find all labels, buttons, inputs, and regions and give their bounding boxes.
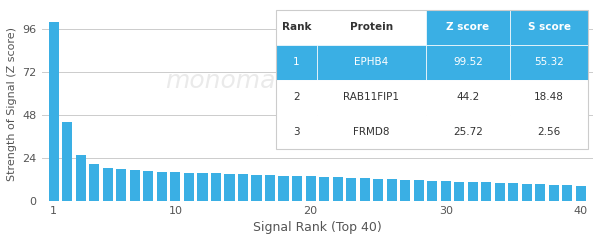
Text: 99.52: 99.52 xyxy=(453,57,483,67)
FancyBboxPatch shape xyxy=(276,10,317,45)
FancyBboxPatch shape xyxy=(426,45,510,80)
Bar xyxy=(170,172,181,201)
Bar xyxy=(157,172,167,201)
Bar xyxy=(62,122,73,201)
Bar xyxy=(251,175,262,201)
Text: 25.72: 25.72 xyxy=(453,127,483,137)
FancyBboxPatch shape xyxy=(426,10,510,45)
FancyBboxPatch shape xyxy=(276,80,317,114)
Bar xyxy=(116,169,127,201)
FancyBboxPatch shape xyxy=(510,114,588,149)
Bar xyxy=(508,183,518,201)
FancyBboxPatch shape xyxy=(317,114,426,149)
FancyBboxPatch shape xyxy=(317,10,426,45)
Bar xyxy=(440,181,451,201)
Text: 2: 2 xyxy=(293,92,299,102)
Text: FRMD8: FRMD8 xyxy=(353,127,389,137)
FancyBboxPatch shape xyxy=(510,45,588,80)
Bar xyxy=(319,177,329,201)
FancyBboxPatch shape xyxy=(510,80,588,114)
Text: S score: S score xyxy=(527,22,571,32)
Bar xyxy=(265,175,275,201)
Bar xyxy=(495,183,505,201)
Bar xyxy=(305,176,316,201)
X-axis label: Signal Rank (Top 40): Signal Rank (Top 40) xyxy=(253,221,382,234)
Bar xyxy=(481,182,491,201)
Bar xyxy=(373,179,383,201)
Bar xyxy=(238,174,248,201)
FancyBboxPatch shape xyxy=(317,80,426,114)
Bar xyxy=(103,168,113,201)
Bar xyxy=(76,155,86,201)
Bar xyxy=(413,180,424,201)
Text: 55.32: 55.32 xyxy=(534,57,564,67)
Text: Protein: Protein xyxy=(350,22,393,32)
Bar xyxy=(292,176,302,201)
Text: Rank: Rank xyxy=(281,22,311,32)
Text: 3: 3 xyxy=(293,127,299,137)
Y-axis label: Strength of Signal (Z score): Strength of Signal (Z score) xyxy=(7,27,17,181)
Bar xyxy=(400,180,410,201)
Bar xyxy=(278,176,289,201)
Bar xyxy=(211,174,221,201)
Text: 2.56: 2.56 xyxy=(538,127,560,137)
FancyBboxPatch shape xyxy=(317,45,426,80)
Bar xyxy=(197,173,208,201)
Bar xyxy=(49,22,59,201)
FancyBboxPatch shape xyxy=(510,10,588,45)
FancyBboxPatch shape xyxy=(426,114,510,149)
Text: RAB11FIP1: RAB11FIP1 xyxy=(343,92,399,102)
Bar xyxy=(427,181,437,201)
Bar xyxy=(184,173,194,201)
Bar xyxy=(562,185,572,201)
Bar xyxy=(359,178,370,201)
Bar xyxy=(549,185,559,201)
FancyBboxPatch shape xyxy=(276,45,317,80)
Bar xyxy=(576,186,586,201)
Text: 1: 1 xyxy=(293,57,299,67)
Bar xyxy=(467,182,478,201)
Text: 18.48: 18.48 xyxy=(534,92,564,102)
Bar xyxy=(535,184,545,201)
Bar xyxy=(386,179,397,201)
Text: monomabs: monomabs xyxy=(165,69,304,93)
Bar xyxy=(454,181,464,201)
Bar xyxy=(130,170,140,201)
Bar xyxy=(89,164,100,201)
Text: EPHB4: EPHB4 xyxy=(354,57,388,67)
Bar xyxy=(224,174,235,201)
Text: 44.2: 44.2 xyxy=(456,92,479,102)
FancyBboxPatch shape xyxy=(426,80,510,114)
Bar xyxy=(522,184,532,201)
Bar xyxy=(332,177,343,201)
FancyBboxPatch shape xyxy=(276,114,317,149)
Bar xyxy=(143,171,154,201)
Text: Z score: Z score xyxy=(446,22,490,32)
Bar xyxy=(346,178,356,201)
